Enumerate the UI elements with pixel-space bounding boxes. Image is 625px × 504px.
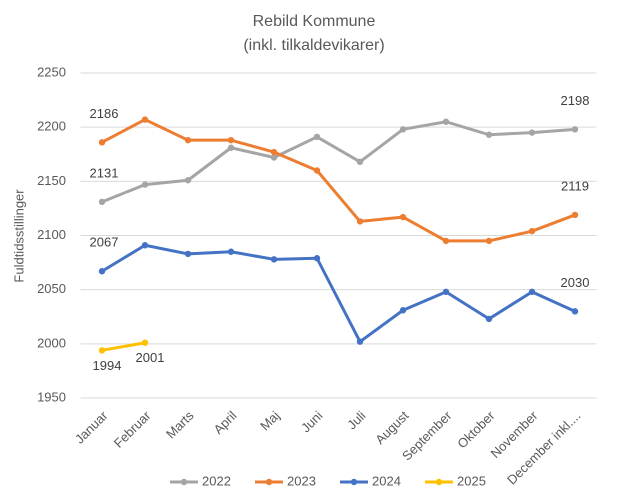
data-point — [227, 248, 235, 255]
data-point — [356, 338, 364, 345]
legend-swatch-dot — [265, 478, 273, 486]
data-label: 1994 — [93, 358, 122, 373]
data-point — [184, 177, 192, 184]
y-tick-label: 1950 — [37, 389, 66, 404]
series-line — [101, 243, 576, 344]
legend-swatch-dot — [180, 478, 188, 486]
data-point — [528, 129, 536, 136]
data-point — [399, 307, 407, 314]
data-label: 2186 — [90, 106, 119, 121]
data-point — [485, 131, 493, 138]
x-tick-label: Januar — [72, 407, 111, 446]
data-point — [98, 139, 106, 146]
series-line — [101, 118, 576, 243]
x-tick-label: Oktober — [454, 407, 498, 451]
y-tick-label: 2000 — [37, 335, 66, 350]
data-point — [227, 144, 235, 151]
data-label: 2131 — [90, 165, 119, 180]
x-tick-label: Juli — [344, 408, 368, 432]
data-point — [485, 315, 493, 323]
data-point — [141, 242, 149, 249]
y-tick-label: 2050 — [37, 281, 66, 296]
data-point — [571, 211, 579, 219]
legend-swatch-dot — [435, 478, 443, 486]
data-point — [442, 237, 450, 245]
x-tick-label: December inkl.... — [504, 408, 584, 488]
data-point — [184, 136, 192, 144]
data-point — [98, 347, 106, 354]
data-point — [399, 213, 407, 221]
data-point — [98, 198, 106, 206]
data-point — [98, 268, 106, 275]
legend-swatch-dot — [350, 478, 358, 486]
data-point — [141, 339, 149, 346]
data-point — [313, 255, 321, 262]
x-tick-label: Maj — [257, 408, 282, 433]
data-label: 2119 — [561, 178, 589, 193]
data-label: 2001 — [136, 350, 165, 365]
data-point — [356, 218, 364, 225]
data-point — [528, 227, 536, 235]
data-label: 2067 — [90, 235, 119, 250]
data-label: 2198 — [561, 93, 590, 108]
data-point — [571, 126, 579, 133]
data-point — [571, 308, 579, 315]
x-tick-label: Juni — [298, 408, 326, 436]
legend-label: 2022 — [202, 473, 231, 488]
data-point — [270, 148, 278, 156]
y-tick-label: 2150 — [37, 173, 66, 188]
data-point — [399, 126, 407, 133]
data-point — [442, 288, 450, 296]
legend-label: 2024 — [372, 473, 401, 488]
series-line — [101, 341, 146, 352]
data-point — [270, 256, 278, 263]
x-tick-label: Marts — [163, 408, 197, 442]
legend-label: 2025 — [457, 473, 486, 488]
legend-label: 2023 — [287, 473, 316, 488]
x-tick-label: April — [211, 408, 240, 437]
data-label: 2030 — [561, 275, 590, 290]
data-point — [528, 288, 536, 296]
y-tick-label: 2200 — [37, 119, 66, 134]
chart-subtitle: (inkl. tilkaldevikarer) — [243, 37, 384, 54]
data-point — [141, 181, 149, 188]
data-point — [184, 250, 192, 258]
data-point — [485, 237, 493, 245]
data-point — [442, 118, 450, 125]
y-axis-label: Fuldtidsstillinger — [11, 189, 26, 283]
data-point — [356, 158, 364, 166]
data-point — [227, 136, 235, 144]
y-tick-label: 2250 — [37, 64, 66, 79]
series-line — [101, 120, 576, 204]
data-point — [270, 154, 278, 161]
x-tick-label: Februar — [111, 407, 154, 450]
x-tick-label: August — [372, 408, 411, 447]
data-point — [141, 116, 149, 123]
data-point — [313, 133, 321, 141]
y-tick-label: 2100 — [37, 227, 66, 242]
data-point — [313, 167, 321, 174]
chart-title: Rebild Kommune — [253, 13, 376, 30]
